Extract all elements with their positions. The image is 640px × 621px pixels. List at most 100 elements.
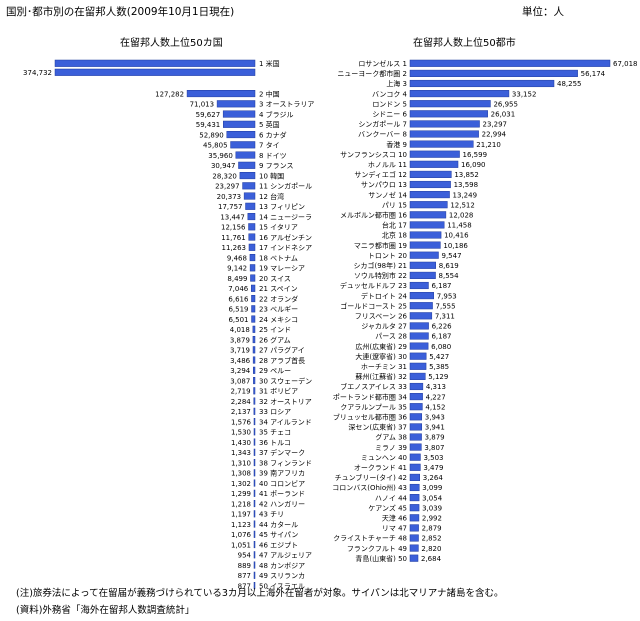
country-bar [252, 356, 256, 364]
country-label: 25 インド [259, 326, 291, 334]
country-value-label: 1,299 [231, 490, 251, 498]
country-bar [248, 223, 256, 231]
city-label: フリスベーン 26 [355, 313, 408, 321]
page-title: 国別･都市別の在留邦人数(2009年10月1日現在) [6, 6, 235, 18]
city-bar [409, 241, 441, 249]
city-label: サンノゼ 14 [368, 190, 407, 199]
city-bar [409, 211, 447, 219]
city-value-label: 33,152 [512, 90, 536, 98]
city-bar [409, 403, 423, 411]
country-value-label: 954 [238, 552, 252, 560]
city-value-label: 4,313 [426, 383, 446, 391]
country-bar [245, 202, 256, 210]
country-bar [248, 243, 256, 251]
country-bar-continuation [54, 68, 256, 76]
city-label: ブエノスアイレス 33 [340, 382, 407, 391]
country-label: 35 チェコ [259, 429, 291, 437]
city-value-label: 13,852 [454, 171, 479, 179]
city-value-label: 7,555 [436, 302, 456, 310]
country-bar [223, 120, 256, 128]
city-label: 天津 46 [382, 515, 408, 523]
country-label: 21 スペイン [259, 285, 298, 293]
country-value-label: 9,142 [227, 265, 247, 273]
country-bar [251, 305, 256, 313]
city-bar [409, 170, 452, 178]
city-label: マニラ都市圏 19 [354, 241, 407, 250]
country-value-label: 2,719 [231, 388, 251, 396]
city-bar [409, 554, 419, 562]
city-bar [409, 221, 445, 229]
footnote: (注)旅券法によって在留届が義務づけられている3カ月以上海外在留者が対象。サイパ… [16, 588, 504, 599]
city-bar [409, 534, 419, 542]
city-label: パリ 15 [382, 201, 407, 209]
country-value-label: 889 [238, 562, 251, 570]
country-value-label: 20,373 [217, 193, 242, 201]
countries-chart-title: 在留邦人数上位50カ国 [120, 38, 223, 49]
country-label: 10 韓国 [259, 171, 284, 180]
city-label: リマ 47 [382, 525, 407, 533]
city-bar [409, 514, 420, 522]
country-label: 42 ハンガリー [259, 499, 305, 508]
country-label: 48 カンボジア [259, 562, 305, 570]
city-value-label: 4,152 [425, 403, 445, 411]
city-bar [409, 100, 491, 108]
country-value-label: 7,046 [228, 285, 249, 293]
city-label: 大連(遼寧省) 30 [355, 352, 407, 361]
city-label: ケアンズ 45 [368, 503, 407, 512]
city-value-label: 13,249 [453, 191, 478, 199]
city-label: 広州(広東省) 29 [355, 342, 407, 351]
source-note: (資料)外務省「海外在留邦人数調査統計」 [16, 605, 195, 616]
country-label: 20 スイス [259, 275, 291, 283]
city-value-label: 2,879 [422, 525, 442, 533]
city-bar [409, 261, 436, 269]
city-value-label: 6,080 [431, 343, 451, 351]
country-label: 3 オーストラリア [259, 101, 314, 109]
city-label: コロンバス(Ohio州) 43 [332, 484, 407, 492]
city-value-label: 7,311 [435, 313, 455, 321]
country-label: 9 フランス [259, 162, 294, 170]
country-value-label: 59,627 [196, 111, 221, 119]
city-bar [409, 342, 429, 350]
country-value-label: 127,282 [155, 90, 184, 98]
country-bar [238, 161, 256, 169]
city-bar [409, 443, 422, 451]
country-bar [253, 479, 256, 487]
city-label: グアム 38 [375, 433, 407, 442]
city-value-label: 3,807 [424, 444, 444, 452]
city-value-label: 6,187 [431, 282, 451, 290]
city-value-label: 23,297 [483, 121, 508, 129]
city-bar [409, 362, 427, 370]
country-bar [253, 530, 256, 538]
city-label: パース 28 [375, 333, 407, 341]
city-label: ゴールドコースト 25 [340, 301, 407, 310]
city-value-label: 26,955 [493, 100, 517, 108]
city-label: ブリュッセル都市圏 36 [333, 413, 408, 422]
city-value-label: 6,226 [432, 323, 453, 331]
city-value-label: 7,953 [437, 292, 457, 300]
cities-chart-title: 在留邦人数上位50都市 [413, 38, 516, 49]
city-value-label: 3,039 [422, 504, 442, 512]
country-label: 50 イスラエル [259, 582, 305, 590]
country-label: 12 台湾 [259, 192, 284, 201]
country-value-label: 1,076 [231, 531, 252, 539]
country-label: 17 インドネシア [259, 244, 312, 252]
city-value-label: 21,210 [476, 141, 501, 149]
country-bar [252, 325, 256, 333]
country-value-label: 1,430 [231, 439, 251, 447]
country-bar [252, 346, 256, 354]
country-value-label: 2,284 [231, 398, 252, 406]
city-bar [409, 59, 611, 67]
country-bar [239, 172, 256, 180]
city-bar [409, 524, 419, 532]
city-label: ポートランド都市圏 34 [333, 392, 408, 401]
city-bar [409, 150, 460, 158]
country-label: 5 英国 [259, 120, 280, 129]
city-bar [409, 504, 420, 512]
country-bar [252, 366, 256, 374]
country-value-label: 8,499 [227, 275, 247, 283]
country-value-label: 59,431 [196, 121, 221, 129]
country-label: 40 コロンビア [259, 479, 305, 488]
city-value-label: 3,879 [425, 434, 445, 442]
country-label: 23 ベルギー [259, 306, 298, 314]
city-bar [409, 191, 450, 199]
